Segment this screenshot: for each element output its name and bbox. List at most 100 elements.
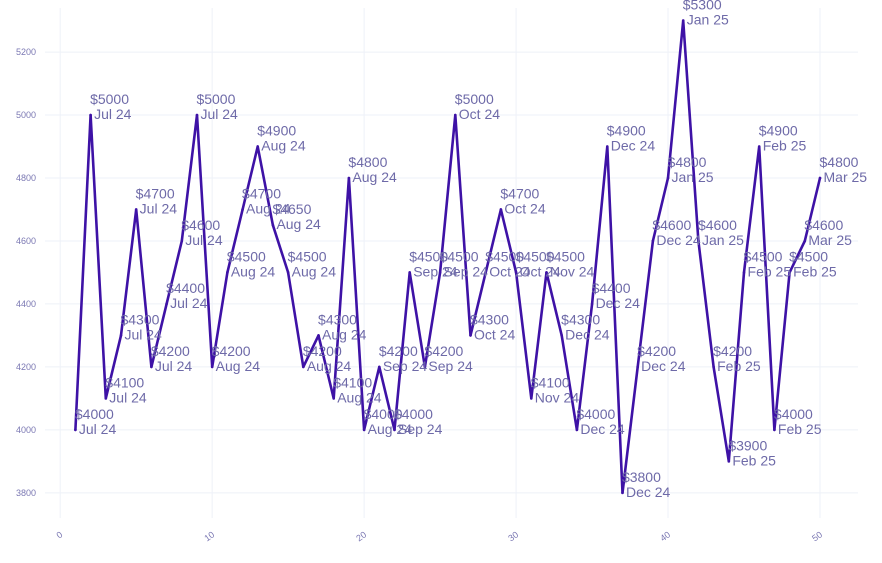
data-label-value: $4500 bbox=[440, 248, 479, 264]
data-label-value: $4100 bbox=[531, 374, 570, 390]
data-point bbox=[757, 145, 761, 148]
data-label-month: Jul 24 bbox=[124, 326, 162, 342]
x-tick-label: 20 bbox=[354, 529, 368, 543]
data-label-value: $4200 bbox=[303, 343, 342, 359]
data-point bbox=[104, 397, 108, 400]
data-label-month: Jan 25 bbox=[672, 169, 714, 185]
data-label-value: $4200 bbox=[212, 343, 251, 359]
data-point bbox=[74, 428, 77, 432]
data-point bbox=[788, 271, 791, 274]
data-point bbox=[499, 208, 503, 211]
data-label-month: Jul 24 bbox=[170, 295, 208, 311]
data-label-value: $4700 bbox=[500, 185, 539, 201]
data-label-value: $4200 bbox=[379, 343, 418, 359]
data-label-value: $4100 bbox=[333, 374, 372, 390]
data-label-value: $4500 bbox=[546, 248, 585, 264]
data-label-month: Jul 24 bbox=[185, 232, 223, 248]
data-point bbox=[226, 271, 229, 274]
data-point bbox=[180, 239, 184, 243]
y-tick-label: 4200 bbox=[16, 362, 36, 372]
data-label-value: $5300 bbox=[683, 0, 722, 13]
y-tick-label: 3800 bbox=[16, 488, 36, 498]
data-label-month: Dec 24 bbox=[596, 295, 641, 311]
data-label-value: $4200 bbox=[637, 343, 676, 359]
data-point bbox=[529, 397, 533, 400]
x-tick-label: 40 bbox=[658, 529, 672, 543]
data-label-month: Mar 25 bbox=[808, 232, 852, 248]
data-label-month: Sep 24 bbox=[428, 358, 473, 374]
data-point bbox=[651, 239, 655, 243]
data-point bbox=[803, 239, 807, 243]
data-label-value: $4600 bbox=[698, 217, 737, 233]
data-label-month: Feb 25 bbox=[748, 263, 792, 279]
data-label-month: Dec 24 bbox=[611, 138, 656, 154]
data-point bbox=[727, 460, 731, 463]
data-label-value: $4200 bbox=[151, 343, 190, 359]
data-label-value: $4300 bbox=[318, 311, 357, 327]
data-label-month: Sep 24 bbox=[383, 358, 428, 374]
data-point bbox=[712, 365, 715, 369]
y-tick-label: 4800 bbox=[16, 173, 36, 183]
data-point bbox=[636, 365, 639, 369]
data-point bbox=[210, 365, 214, 369]
y-tick-label: 5200 bbox=[16, 47, 36, 57]
data-label-value: $4500 bbox=[789, 248, 828, 264]
data-point bbox=[575, 428, 579, 432]
data-label-month: Aug 24 bbox=[216, 358, 261, 374]
data-label-month: Jul 24 bbox=[140, 200, 178, 216]
data-label-value: $4800 bbox=[820, 154, 859, 170]
data-label-value: $4400 bbox=[592, 280, 631, 296]
data-label-month: Feb 25 bbox=[732, 452, 776, 468]
data-point bbox=[271, 223, 275, 227]
data-point bbox=[332, 397, 336, 400]
data-label-value: $4300 bbox=[120, 311, 159, 327]
data-label-value: $4000 bbox=[394, 406, 433, 422]
data-point bbox=[469, 334, 472, 337]
data-point bbox=[621, 491, 624, 495]
data-label-value: $4000 bbox=[75, 406, 114, 422]
data-label-month: Aug 24 bbox=[368, 421, 413, 437]
series-layer bbox=[74, 19, 822, 495]
data-label-month: Jan 25 bbox=[702, 232, 744, 248]
data-point bbox=[150, 365, 153, 369]
data-label-month: Aug 24 bbox=[231, 263, 276, 279]
data-label-month: Aug 24 bbox=[337, 389, 382, 405]
data-label-month: Nov 24 bbox=[535, 389, 580, 405]
data-label-month: Aug 24 bbox=[246, 200, 291, 216]
data-point bbox=[241, 208, 244, 211]
data-point bbox=[742, 271, 746, 274]
data-label-month: Nov 24 bbox=[550, 263, 595, 279]
data-point bbox=[347, 176, 351, 180]
data-label-month: Dec 24 bbox=[641, 358, 686, 374]
data-point bbox=[165, 302, 168, 306]
data-label-month: Dec 24 bbox=[580, 421, 625, 437]
data-label-value: $4000 bbox=[576, 406, 615, 422]
data-label-month: Jul 24 bbox=[200, 106, 238, 122]
data-label-value: $5000 bbox=[196, 91, 235, 107]
data-label-month: Aug 24 bbox=[322, 326, 367, 342]
data-label-value: $4500 bbox=[288, 248, 327, 264]
data-point bbox=[484, 271, 487, 274]
data-label-value: $4200 bbox=[424, 343, 463, 359]
data-point bbox=[453, 113, 457, 117]
data-label-value: $4500 bbox=[744, 248, 783, 264]
y-tick-label: 4600 bbox=[16, 236, 36, 246]
data-label-value: $4300 bbox=[561, 311, 600, 327]
data-label-month: Aug 24 bbox=[307, 358, 352, 374]
data-point bbox=[362, 428, 366, 432]
data-label-value: $4000 bbox=[364, 406, 403, 422]
data-point bbox=[423, 365, 427, 369]
data-point bbox=[438, 271, 442, 274]
data-label-value: $4200 bbox=[713, 343, 752, 359]
data-label-value: $4500 bbox=[516, 248, 555, 264]
x-tick-label: 50 bbox=[810, 529, 824, 543]
data-point bbox=[590, 302, 594, 306]
data-point bbox=[286, 271, 290, 274]
data-label-value: $4500 bbox=[485, 248, 524, 264]
y-axis-ticks: 3800 4000 4200 4400 4600 4800 5000 5200 bbox=[16, 47, 36, 498]
data-point bbox=[317, 334, 320, 337]
data-point bbox=[681, 19, 685, 22]
